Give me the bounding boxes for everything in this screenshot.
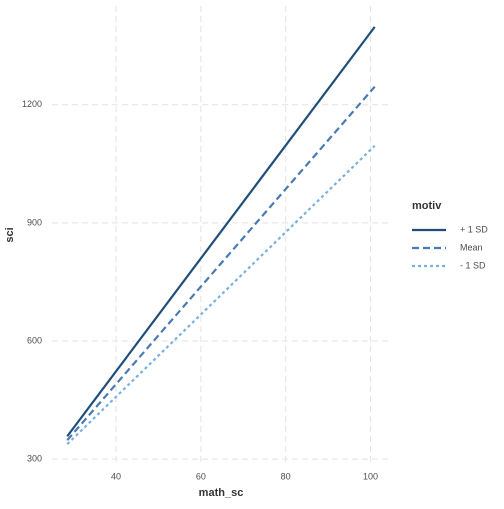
y-tick-label: 900 (27, 217, 42, 227)
legend-label: Mean (460, 242, 483, 252)
y-tick-label: 600 (27, 335, 42, 345)
y-tick-label: 300 (27, 453, 42, 463)
line (66, 85, 376, 441)
x-axis-title: math_sc (199, 487, 244, 499)
x-tick-label: 100 (363, 471, 378, 481)
legend-title: motiv (412, 200, 442, 212)
legend-label: - 1 SD (460, 260, 486, 270)
x-tick-label: 40 (111, 471, 121, 481)
x-tick-label: 60 (196, 471, 206, 481)
legend-label: + 1 SD (460, 224, 488, 234)
y-axis-title: sci (4, 227, 16, 242)
x-tick-label: 80 (281, 471, 291, 481)
line (66, 144, 376, 445)
y-tick-label: 1200 (22, 99, 42, 109)
line (66, 26, 376, 437)
